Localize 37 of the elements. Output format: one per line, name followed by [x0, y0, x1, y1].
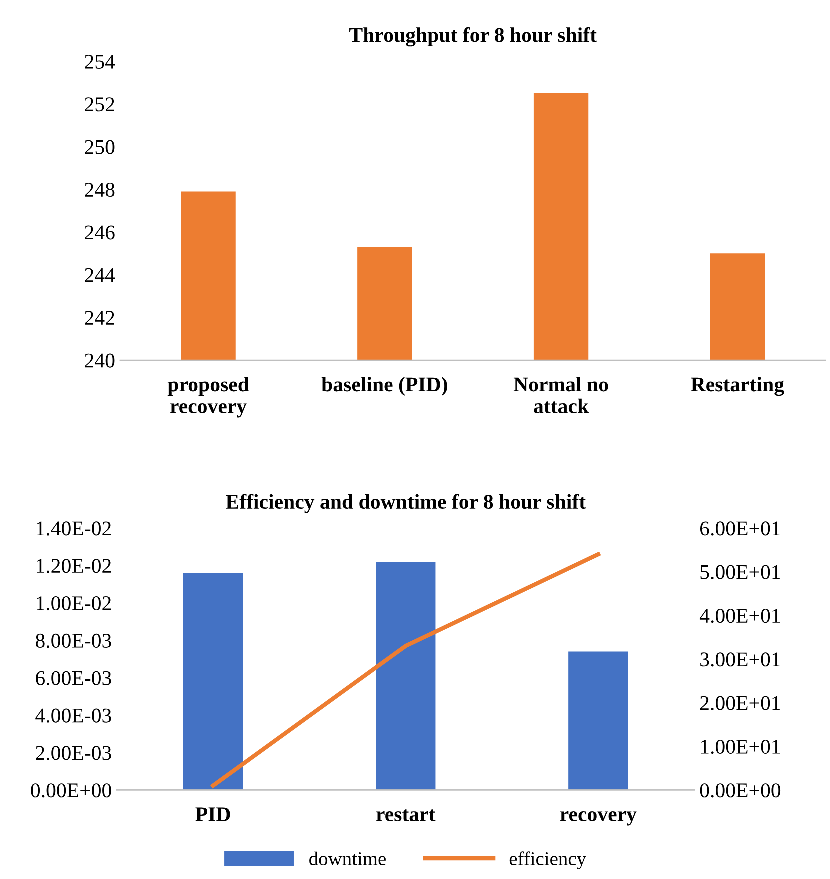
chart-title: Efficiency and downtime for 8 hour shift	[226, 494, 586, 514]
y-tick-label: 254	[85, 54, 116, 69]
y-tick-label: 252	[85, 98, 114, 112]
x-tick-label: restart	[376, 810, 436, 822]
legend-label: efficiency	[510, 852, 586, 870]
x-tick-label: recovery	[560, 811, 637, 826]
x-tick-label: PID	[196, 808, 230, 822]
y-tick-label: 244	[85, 268, 116, 282]
y-tick-label: 240	[85, 354, 115, 368]
y2-tick-label: 3.00E+01	[700, 652, 780, 667]
x-tick-label: baseline (PID)	[322, 377, 448, 396]
y-tick-label: 6.00E-03	[36, 671, 112, 686]
y-tick-label: 4.00E-03	[36, 708, 112, 723]
y-tick-label: 250	[85, 140, 115, 154]
y-tick-label: 0.00E+00	[31, 784, 112, 798]
chart-title: Throughput for 8 hour shift	[350, 27, 597, 47]
y-tick-label: 242	[85, 311, 114, 325]
y2-tick-label: 6.00E+01	[700, 522, 780, 536]
bar	[376, 562, 436, 790]
y2-tick-label: 2.00E+01	[700, 696, 780, 710]
y2-tick-label: 1.00E+01	[701, 740, 780, 754]
x-tick-label: proposed recovery	[168, 377, 250, 418]
legend-label: downtime	[310, 852, 386, 866]
y2-tick-label: 4.00E+01	[700, 608, 780, 624]
y-tick-label: 1.20E-02	[37, 559, 112, 574]
y-tick-label: 1.00E-02	[37, 596, 112, 611]
bar	[183, 573, 244, 790]
y-tick-label: 248	[85, 182, 115, 198]
bar	[568, 652, 628, 790]
y-tick-label: 8.00E-03	[36, 634, 112, 648]
y-tick-label: 246	[85, 226, 115, 240]
y2-tick-label: 0.00E+00	[700, 784, 781, 798]
x-tick-label: Normal no attack	[514, 377, 608, 414]
y2-tick-label: 5.00E+01	[700, 565, 780, 580]
x-tick-label: Restarting	[691, 377, 784, 396]
y-tick-label: 2.00E-03	[36, 746, 112, 760]
y-tick-label: 1.40E-02	[37, 522, 112, 536]
